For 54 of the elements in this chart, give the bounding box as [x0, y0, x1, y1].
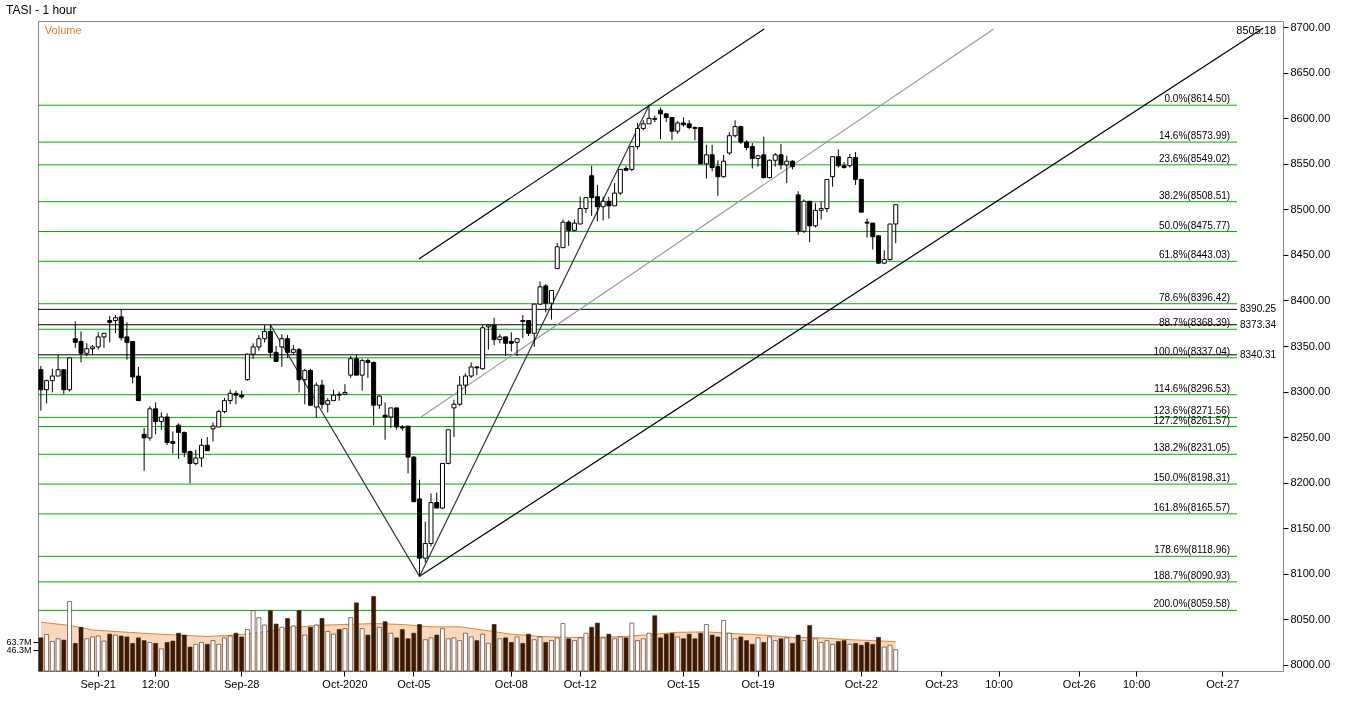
- y-tick-label: 8100.00: [1290, 567, 1331, 580]
- ref-line-label: 150.0%(8198.31): [1153, 472, 1231, 484]
- y2-tick-label: 63.7M: [6, 637, 32, 648]
- x-tick-label: 12:00: [141, 677, 170, 690]
- ref-line-label: 8373.34: [1240, 318, 1277, 330]
- y-tick-label: 8150.00: [1290, 521, 1331, 534]
- ref-line-label: 178.6%(8118.96): [1154, 544, 1231, 556]
- x-tick-label: Sep-21: [80, 677, 116, 690]
- ref-line-label: 78.6%(8396.42): [1158, 291, 1231, 303]
- ref-line-label: 123.6%(8271.56): [1153, 405, 1231, 417]
- x-tick-label: Oct-23: [925, 677, 959, 690]
- y-tick-label: 8600.00: [1290, 111, 1331, 124]
- ref-line-label: 138.2%(8231.05): [1153, 442, 1231, 454]
- y2-tick-label: 46.3M: [6, 645, 32, 656]
- x-tick-label: Oct-15: [666, 677, 700, 690]
- ref-line-label: 8390.25: [1240, 303, 1277, 315]
- ref-line-label: 100.0%(8337.04): [1153, 345, 1231, 357]
- ref-line-label: 0.0%(8614.50): [1164, 93, 1231, 105]
- x-tick-label: Oct-19: [741, 677, 775, 690]
- y-tick-label: 8050.00: [1290, 612, 1331, 625]
- ref-line-label: 14.6%(8573.99): [1158, 130, 1231, 142]
- y-tick-label: 8700.00: [1290, 20, 1331, 33]
- y-tick-label: 8250.00: [1290, 430, 1331, 443]
- x-tick-label: Oct-27: [1206, 677, 1240, 690]
- chart-title: TASI - 1 hour: [5, 3, 77, 17]
- ref-line-label: 8340.31: [1240, 348, 1277, 360]
- y-tick-label: 8650.00: [1290, 66, 1331, 79]
- ref-line-label: 114.6%(8296.53): [1154, 382, 1231, 394]
- x-tick-label: Oct-22: [844, 677, 878, 690]
- y-tick-label: 8400.00: [1290, 293, 1331, 306]
- y-tick-label: 8300.00: [1290, 385, 1331, 398]
- y-tick-label: 8350.00: [1290, 339, 1331, 352]
- y-tick-label: 8550.00: [1290, 157, 1331, 170]
- y-tick-label: 8450.00: [1290, 248, 1331, 261]
- x-tick-label: Oct-05: [397, 677, 431, 690]
- ref-line-label: 188.7%(8090.93): [1153, 569, 1231, 581]
- ref-line-label: 23.6%(8549.02): [1158, 152, 1231, 164]
- y-tick-label: 8000.00: [1290, 658, 1331, 671]
- x-tick-label: Oct-26: [1062, 677, 1096, 690]
- ref-line-label: 161.8%(8165.57): [1153, 501, 1231, 513]
- ref-line-label: 200.0%(8059.58): [1153, 598, 1231, 610]
- x-tick-label: Sep-28: [223, 677, 260, 690]
- annotation: 8505.18: [1236, 24, 1277, 36]
- ref-line-label: 61.8%(8443.03): [1158, 249, 1231, 261]
- ref-line-label: 50.0%(8475.77): [1158, 219, 1231, 231]
- x-tick-label: Oct-08: [494, 677, 528, 690]
- text: Volume: [44, 24, 82, 36]
- y-tick-label: 8200.00: [1290, 476, 1331, 489]
- x-tick-label: 10:00: [1122, 677, 1151, 690]
- x-tick-label: 10:00: [985, 677, 1013, 690]
- y-tick-label: 8500.00: [1290, 202, 1331, 215]
- ref-line-label: 38.2%(8508.51): [1158, 189, 1231, 201]
- x-tick-label: Oct-2020: [322, 677, 368, 690]
- x-tick-label: Oct-12: [563, 677, 597, 690]
